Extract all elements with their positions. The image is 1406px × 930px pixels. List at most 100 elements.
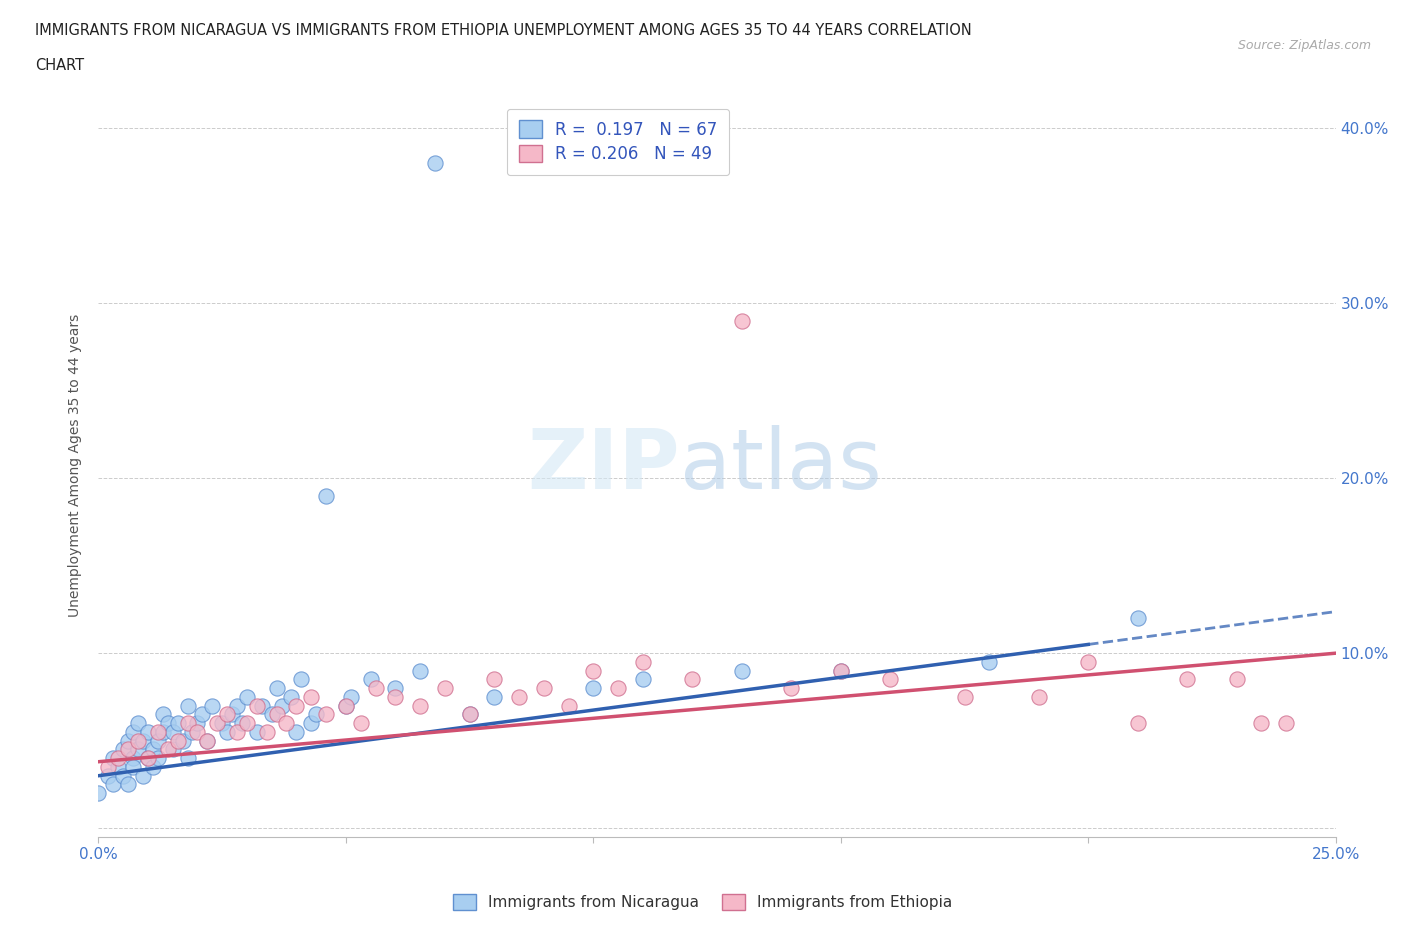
Point <box>87 786 110 801</box>
Point <box>879 672 901 687</box>
Point <box>250 698 273 713</box>
Point <box>484 672 506 687</box>
Point <box>830 663 852 678</box>
Point <box>226 698 249 713</box>
Point <box>433 681 456 696</box>
Point <box>181 724 204 739</box>
Legend: Immigrants from Nicaragua, Immigrants from Ethiopia: Immigrants from Nicaragua, Immigrants fr… <box>446 886 960 918</box>
Point <box>195 733 218 748</box>
Point <box>127 733 149 748</box>
Point <box>1250 716 1272 731</box>
Point <box>1226 672 1249 687</box>
Point <box>217 707 239 722</box>
Point <box>132 733 155 748</box>
Point <box>315 707 337 722</box>
Point <box>136 751 159 765</box>
Point <box>458 707 481 722</box>
Point <box>607 681 630 696</box>
Point <box>176 698 198 713</box>
Point <box>631 655 654 670</box>
Point <box>384 681 406 696</box>
Point <box>186 716 208 731</box>
Point <box>127 716 149 731</box>
Point <box>236 716 259 731</box>
Point <box>201 698 224 713</box>
Point <box>299 689 322 704</box>
Point <box>276 716 298 731</box>
Point <box>364 681 387 696</box>
Point <box>458 707 481 722</box>
Point <box>305 707 328 722</box>
Point <box>142 742 165 757</box>
Point <box>211 716 233 731</box>
Point <box>152 707 174 722</box>
Point <box>484 689 506 704</box>
Point <box>146 724 169 739</box>
Point <box>360 672 382 687</box>
Point <box>350 716 373 731</box>
Point <box>103 751 125 765</box>
Point <box>533 681 555 696</box>
Point <box>1077 655 1099 670</box>
Point <box>270 698 292 713</box>
Point <box>409 663 432 678</box>
Point <box>409 698 432 713</box>
Point <box>299 716 322 731</box>
Point <box>280 689 302 704</box>
Point <box>631 672 654 687</box>
Point <box>136 724 159 739</box>
Point <box>122 760 145 775</box>
Text: atlas: atlas <box>681 424 882 506</box>
Point <box>166 733 188 748</box>
Point <box>136 751 159 765</box>
Point <box>122 751 145 765</box>
Point <box>335 698 357 713</box>
Point <box>107 760 129 775</box>
Point <box>731 313 754 328</box>
Point <box>195 733 218 748</box>
Point <box>156 716 179 731</box>
Text: ZIP: ZIP <box>527 424 681 506</box>
Point <box>1028 689 1050 704</box>
Y-axis label: Unemployment Among Ages 35 to 44 years: Unemployment Among Ages 35 to 44 years <box>69 313 83 617</box>
Point <box>176 716 198 731</box>
Point <box>508 689 530 704</box>
Point <box>830 663 852 678</box>
Point <box>107 751 129 765</box>
Point <box>146 733 169 748</box>
Point <box>122 724 145 739</box>
Point <box>166 716 188 731</box>
Point <box>266 681 288 696</box>
Point <box>1175 672 1198 687</box>
Point <box>256 724 278 739</box>
Point <box>246 724 269 739</box>
Point <box>176 751 198 765</box>
Point <box>205 716 228 731</box>
Point <box>112 768 135 783</box>
Point <box>152 724 174 739</box>
Point <box>582 663 605 678</box>
Point <box>681 672 703 687</box>
Point <box>1275 716 1298 731</box>
Text: CHART: CHART <box>35 58 84 73</box>
Point <box>953 689 976 704</box>
Point <box>285 698 308 713</box>
Point <box>780 681 803 696</box>
Point <box>557 698 579 713</box>
Point <box>127 742 149 757</box>
Text: Source: ZipAtlas.com: Source: ZipAtlas.com <box>1237 39 1371 52</box>
Point <box>191 707 214 722</box>
Point <box>979 655 1001 670</box>
Point <box>117 742 139 757</box>
Point <box>340 689 363 704</box>
Point <box>117 733 139 748</box>
Point <box>186 724 208 739</box>
Point <box>162 724 184 739</box>
Point <box>266 707 288 722</box>
Point <box>260 707 283 722</box>
Text: IMMIGRANTS FROM NICARAGUA VS IMMIGRANTS FROM ETHIOPIA UNEMPLOYMENT AMONG AGES 35: IMMIGRANTS FROM NICARAGUA VS IMMIGRANTS … <box>35 23 972 38</box>
Point <box>582 681 605 696</box>
Point <box>384 689 406 704</box>
Point <box>217 724 239 739</box>
Point <box>236 689 259 704</box>
